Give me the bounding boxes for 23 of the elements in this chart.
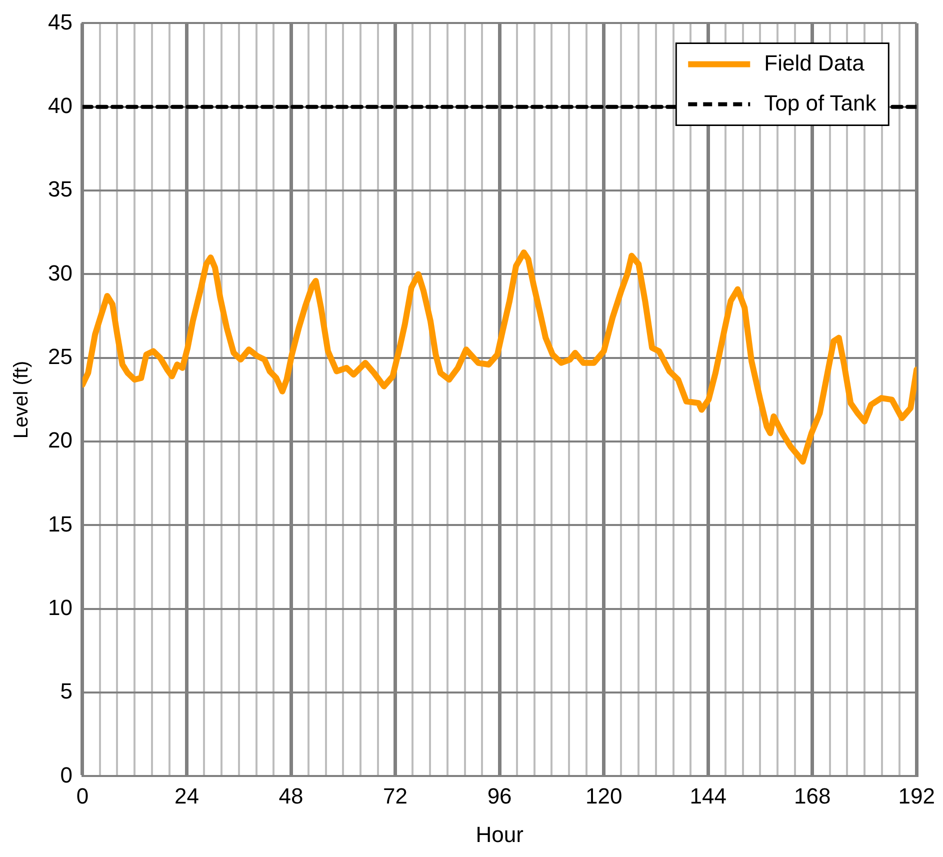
y-tick-label: 15	[48, 511, 72, 536]
y-tick-label: 40	[48, 92, 72, 118]
x-tick-label: 48	[278, 783, 304, 808]
y-tick-label: 20	[48, 428, 72, 453]
x-tick-label: 168	[794, 783, 831, 808]
legend-label: Top of Tank	[764, 90, 878, 116]
x-tick-label: 24	[174, 783, 199, 808]
x-tick-label: 192	[898, 783, 936, 808]
x-tick-label: 144	[690, 783, 726, 808]
y-tick-label: 10	[48, 594, 72, 620]
x-tick-label: 72	[383, 783, 408, 808]
y-axis-title: Level (ft)	[10, 360, 33, 439]
x-axis-title: Hour	[476, 822, 524, 847]
x-tick-label: 120	[585, 783, 622, 808]
legend-label: Field Data	[764, 50, 866, 76]
y-tick-label: 30	[48, 260, 72, 286]
y-tick-label: 0	[60, 762, 72, 788]
y-tick-label: 45	[48, 9, 72, 34]
y-tick-label: 25	[48, 344, 72, 369]
x-tick-label: 96	[487, 783, 512, 808]
y-tick-label: 5	[60, 678, 72, 704]
x-tick-label: 0	[76, 783, 89, 808]
y-tick-label: 35	[48, 176, 72, 202]
